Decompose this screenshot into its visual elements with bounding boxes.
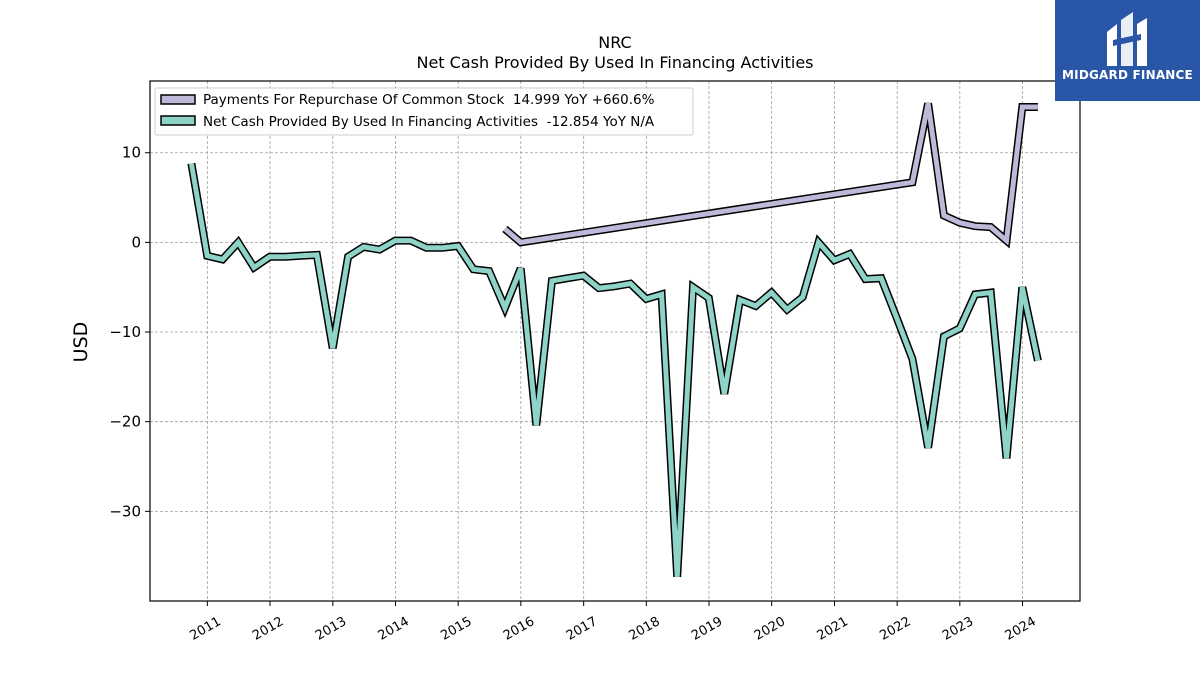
plot-frame (149, 80, 1081, 602)
y-tick-label: 10 (122, 144, 141, 162)
logo-mark-icon (1107, 12, 1147, 66)
x-tick-label: 2018 (627, 614, 663, 644)
x-axis: 2011 2012 2013 2014 2015 2016 2017 2018 2019 2020… (188, 601, 1039, 644)
brand-logo: MIDGARD FINANCE (1055, 0, 1200, 101)
series-layer (187, 102, 1042, 578)
legend-swatch-financing (160, 115, 196, 126)
x-tick-label: 2015 (438, 614, 474, 644)
x-tick-label: 2019 (689, 614, 725, 644)
logo-text: MIDGARD FINANCE (1062, 68, 1193, 82)
x-tick-label: 2021 (815, 614, 851, 644)
grid (150, 81, 1080, 601)
x-tick-label: 2022 (877, 614, 913, 644)
chart-subtitle: Net Cash Provided By Used In Financing A… (416, 53, 813, 72)
y-axis: 10 0 −10 −20 −30 (109, 144, 150, 520)
y-tick-label: −30 (109, 502, 141, 520)
y-axis-label: USD (70, 322, 92, 363)
x-tick-label: 2017 (564, 614, 600, 644)
x-tick-label: 2014 (376, 614, 412, 644)
y-tick-label: −20 (109, 413, 141, 431)
y-tick-label: −10 (109, 323, 141, 341)
legend: Payments For Repurchase Of Common Stock … (154, 87, 694, 136)
chart-title: NRC (598, 33, 631, 52)
legend-label-financing: Net Cash Provided By Used In Financing A… (203, 114, 655, 130)
x-tick-label: 2011 (188, 614, 224, 644)
y-tick-label: 0 (131, 233, 141, 251)
x-tick-label: 2012 (250, 614, 286, 644)
legend-swatch-repurchase (160, 94, 196, 105)
legend-box (154, 87, 694, 136)
x-tick-label: 2016 (501, 614, 537, 644)
x-tick-label: 2024 (1003, 614, 1039, 644)
legend-label-repurchase: Payments For Repurchase Of Common Stock … (203, 92, 655, 108)
x-tick-label: 2023 (940, 614, 976, 644)
x-tick-label: 2020 (752, 614, 788, 644)
x-tick-label: 2013 (313, 614, 349, 644)
